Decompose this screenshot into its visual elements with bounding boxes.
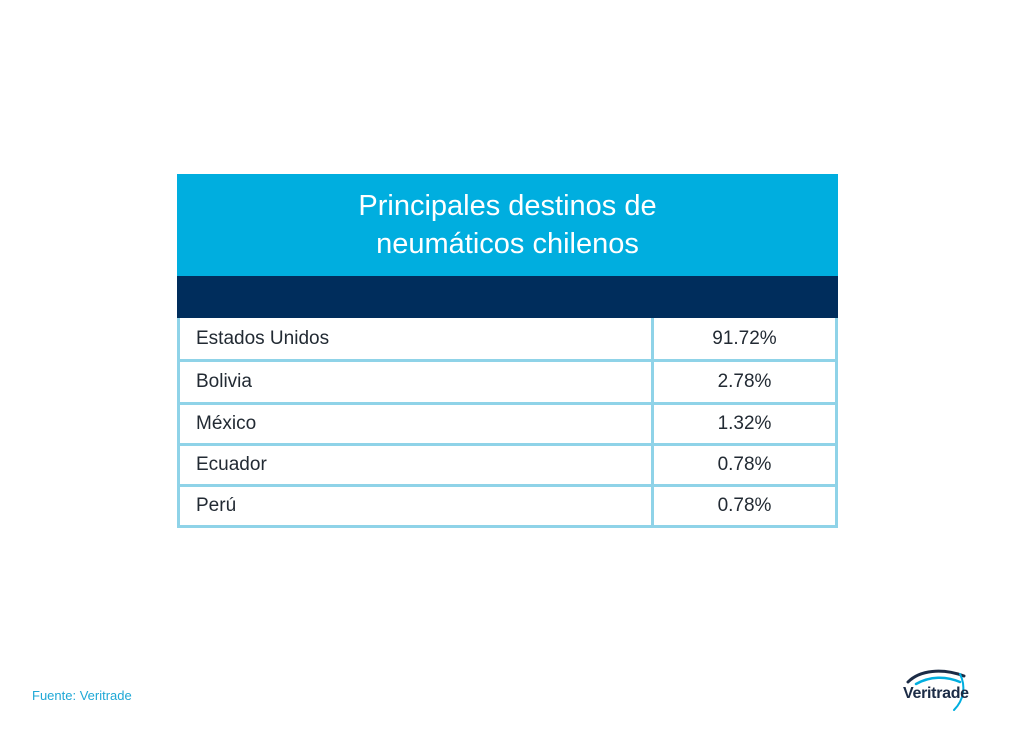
logo-wordmark: Veritrade	[903, 685, 969, 702]
table-row: México 1.32%	[180, 405, 835, 446]
table-body: Estados Unidos 91.72% Bolivia 2.78% Méxi…	[177, 318, 838, 528]
country-cell: Perú	[180, 487, 654, 525]
country-cell: Ecuador	[180, 446, 654, 484]
table-header-band	[177, 276, 838, 318]
country-cell: Estados Unidos	[180, 318, 654, 359]
share-cell: 0.78%	[717, 454, 772, 475]
share-cell: 91.72%	[712, 327, 777, 349]
country-cell: Bolivia	[180, 362, 654, 402]
country-cell: México	[180, 405, 654, 443]
table-row: Estados Unidos 91.72%	[180, 318, 835, 362]
veritrade-logo: Veritrade	[902, 668, 984, 712]
share-cell: 1.32%	[717, 413, 772, 434]
table-row: Perú 0.78%	[180, 487, 835, 528]
table-row: Bolivia 2.78%	[180, 362, 835, 405]
globe-swoosh-icon	[906, 669, 966, 711]
share-cell: 0.78%	[717, 495, 772, 516]
table-title: Principales destinos de neumáticos chile…	[177, 174, 838, 276]
table-row: Ecuador 0.78%	[180, 446, 835, 487]
destinations-table: Principales destinos de neumáticos chile…	[177, 174, 838, 528]
source-note: Fuente: Veritrade	[32, 688, 132, 703]
table-title-line-1: Principales destinos de	[358, 190, 657, 222]
share-cell: 2.78%	[717, 371, 772, 392]
table-title-line-2: neumáticos chilenos	[376, 228, 639, 260]
